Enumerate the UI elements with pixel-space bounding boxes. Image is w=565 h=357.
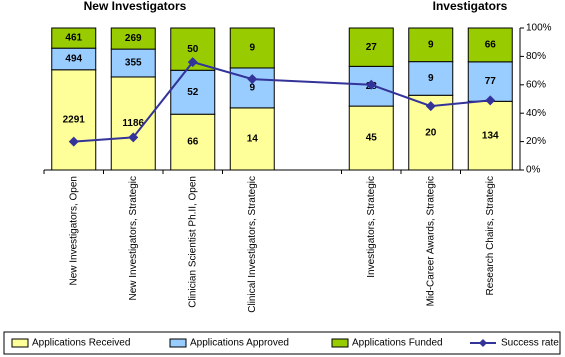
x-tick-label: New Investigators, Strategic <box>128 176 139 301</box>
line-marker <box>68 136 79 147</box>
group-title: New Investigators <box>84 0 187 13</box>
value-label: 355 <box>125 58 142 69</box>
x-tick-label: Clinical Investigators, Strategic <box>247 176 258 313</box>
value-label: 9 <box>428 39 434 50</box>
value-label: 1186 <box>122 118 144 129</box>
legend-swatch <box>11 338 29 348</box>
legend-label: Applications Funded <box>352 338 443 349</box>
value-label: 134 <box>482 130 499 141</box>
bar-segment <box>467 27 513 63</box>
legend-swatch <box>331 338 349 348</box>
y-tick-label: 0% <box>526 165 541 176</box>
group-title: Investigators <box>433 0 508 13</box>
legend-label: Success rate <box>501 338 559 349</box>
legend-label: Applications Approved <box>190 338 289 349</box>
bar-segment <box>408 27 454 63</box>
bar-segment <box>110 27 156 50</box>
y-tick-label: 80% <box>526 51 546 62</box>
y-tick-label: 40% <box>526 108 546 119</box>
bar-segment <box>348 27 394 67</box>
bar-segment <box>408 61 454 96</box>
bar-segment <box>110 48 156 78</box>
value-label: 14 <box>247 134 259 145</box>
bar-segment <box>348 105 394 171</box>
legend-box <box>3 331 561 355</box>
value-label: 269 <box>125 33 142 44</box>
y-tick-label: 60% <box>526 79 546 90</box>
bar-segment <box>51 27 97 49</box>
value-label: 45 <box>366 133 378 144</box>
value-label: 461 <box>65 33 82 44</box>
x-tick-label: Research Chairs, Strategic <box>485 176 496 296</box>
value-label: 9 <box>428 73 434 84</box>
value-label: 20 <box>425 127 437 138</box>
bar-segment <box>110 76 156 171</box>
legend-swatch <box>479 339 487 347</box>
bar-segment <box>229 27 275 69</box>
line-marker <box>485 95 496 106</box>
x-tick-label: Clinician Scientist Ph.II, Open <box>187 176 198 308</box>
value-label: 27 <box>366 42 378 53</box>
legend-swatch <box>169 338 187 348</box>
line-marker <box>128 132 139 143</box>
line-marker <box>247 74 258 85</box>
x-tick-label: Mid-Career Awards, Strategic <box>425 176 436 306</box>
line-marker <box>366 79 377 90</box>
value-label: 50 <box>187 44 199 55</box>
y-tick-label: 20% <box>526 136 546 147</box>
value-label: 66 <box>187 137 199 148</box>
x-tick-label: New Investigators, Open <box>68 176 79 286</box>
value-label: 66 <box>485 40 497 51</box>
value-label: 9 <box>249 83 255 94</box>
line-marker <box>425 101 436 112</box>
value-label: 9 <box>249 43 255 54</box>
legend-label: Applications Received <box>32 338 130 349</box>
bar-segment <box>467 61 513 102</box>
bar-segment <box>229 107 275 171</box>
value-label: 494 <box>65 54 82 65</box>
bar-segment <box>170 69 216 115</box>
line-marker <box>187 57 198 68</box>
bar-segment <box>51 69 97 171</box>
x-tick-label: Investigators, Strategic <box>366 176 377 278</box>
value-label: 52 <box>187 87 199 98</box>
value-label: 77 <box>485 76 497 87</box>
y-tick-label: 100% <box>526 23 552 34</box>
value-label: 2291 <box>63 115 86 126</box>
bar-segment <box>170 113 216 171</box>
